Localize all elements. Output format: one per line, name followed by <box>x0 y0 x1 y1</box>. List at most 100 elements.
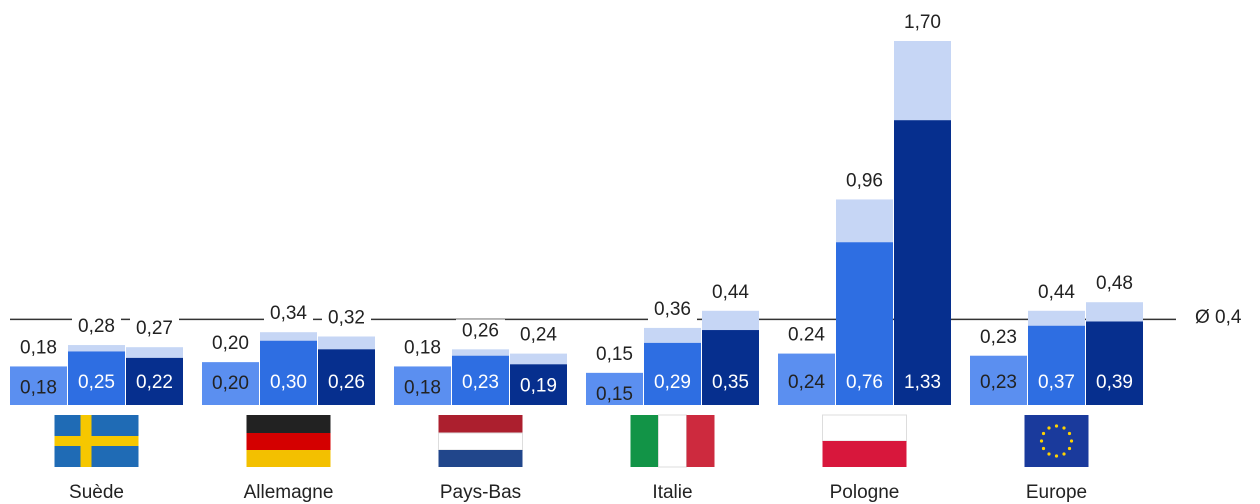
flag-star <box>1054 454 1059 458</box>
flag-star <box>1062 452 1066 456</box>
total-label: 0,23 <box>980 327 1017 348</box>
label-bg <box>590 342 639 367</box>
bar <box>126 357 183 405</box>
label-bg <box>1090 272 1139 297</box>
flag-star <box>1039 439 1044 443</box>
flag <box>822 414 907 467</box>
label-bg <box>456 319 505 344</box>
flag-part <box>246 450 331 467</box>
value-label: 0,18 <box>20 377 57 398</box>
value-label: 0,15 <box>596 384 633 405</box>
flag <box>246 415 331 467</box>
category-label: Europe <box>1026 482 1087 503</box>
value-label: 0,24 <box>788 372 825 393</box>
bar <box>260 340 317 405</box>
bar <box>702 330 759 405</box>
bar <box>202 362 259 405</box>
value-label: 0,29 <box>654 372 691 393</box>
flag-star <box>1041 431 1046 436</box>
flag <box>54 415 139 467</box>
flag-part <box>438 432 523 451</box>
flag-part <box>438 450 523 467</box>
bar <box>510 364 567 405</box>
bar <box>1028 325 1085 405</box>
flag-part <box>246 415 331 433</box>
value-label: 0,20 <box>212 373 249 394</box>
total-label: 0,20 <box>212 333 249 354</box>
flag-part <box>1024 415 1089 467</box>
value-label: 0,25 <box>78 372 115 393</box>
flag-star <box>1067 446 1072 451</box>
bar <box>644 342 701 405</box>
bar <box>68 351 125 405</box>
value-label: 0,35 <box>712 372 749 393</box>
flag-star <box>1062 426 1066 430</box>
category-label: Italie <box>652 482 692 503</box>
value-label: 0,19 <box>520 375 557 396</box>
value-label: 0,39 <box>1096 372 1133 393</box>
category-label: Pays-Bas <box>440 482 521 503</box>
total-label: 0,34 <box>270 303 307 324</box>
value-label: 0,76 <box>846 372 883 393</box>
total-label: 0,26 <box>462 320 499 341</box>
total-label: 0,15 <box>596 344 633 365</box>
category-label: Pologne <box>830 482 900 503</box>
total-label: 0,24 <box>520 325 557 346</box>
bar <box>318 349 375 405</box>
flag-part <box>54 436 139 446</box>
flag-star <box>1041 446 1046 451</box>
flag-part <box>822 414 907 442</box>
flag-star <box>1047 426 1051 430</box>
label-bg <box>782 323 831 348</box>
total-label: 0,28 <box>78 316 115 337</box>
value-label: 0,26 <box>328 372 365 393</box>
flag-star <box>1067 431 1072 436</box>
label-bg <box>264 302 313 327</box>
flag <box>1024 415 1089 467</box>
label-bg <box>206 332 255 357</box>
value-label: 0,23 <box>980 372 1017 393</box>
bar <box>894 120 951 406</box>
bar <box>970 355 1027 405</box>
bar <box>586 372 643 405</box>
bar <box>452 355 509 405</box>
value-label: 0,23 <box>462 372 499 393</box>
flag-part <box>658 414 687 468</box>
total-label: 1,70 <box>904 12 941 33</box>
flag-star <box>1069 439 1074 443</box>
total-label: 0,48 <box>1096 273 1133 294</box>
total-label: 0,32 <box>328 307 365 328</box>
flag-part <box>246 433 331 450</box>
label-bg <box>706 280 755 305</box>
label-bg <box>840 169 889 194</box>
total-label: 0.24 <box>788 325 825 346</box>
flag-part <box>630 415 659 467</box>
total-label: 0,44 <box>1038 282 1075 303</box>
flag-part <box>686 415 715 467</box>
label-bg <box>514 323 563 348</box>
total-label: 0,44 <box>712 282 749 303</box>
value-label: 0,37 <box>1038 372 1075 393</box>
average-label: Ø 0,4 <box>1195 307 1242 328</box>
label-bg <box>898 11 947 35</box>
category-label: Suède <box>69 482 124 503</box>
total-label: 0,18 <box>20 337 57 358</box>
label-bg <box>648 297 697 322</box>
flag-part <box>438 415 523 433</box>
label-bg <box>72 315 121 340</box>
value-label: 0,22 <box>136 372 173 393</box>
total-label: 0,27 <box>136 318 173 339</box>
value-label: 0,30 <box>270 372 307 393</box>
value-label: 1,33 <box>904 372 941 393</box>
label-bg <box>322 306 371 331</box>
total-label: 0,96 <box>846 170 883 191</box>
label-bg <box>1032 280 1081 305</box>
total-label: 0,36 <box>654 299 691 320</box>
flag <box>438 415 523 467</box>
bar <box>10 366 67 405</box>
label-bg <box>974 325 1023 350</box>
bar <box>836 242 893 405</box>
category-label: Allemagne <box>244 482 334 503</box>
total-label: 0,18 <box>404 337 441 358</box>
